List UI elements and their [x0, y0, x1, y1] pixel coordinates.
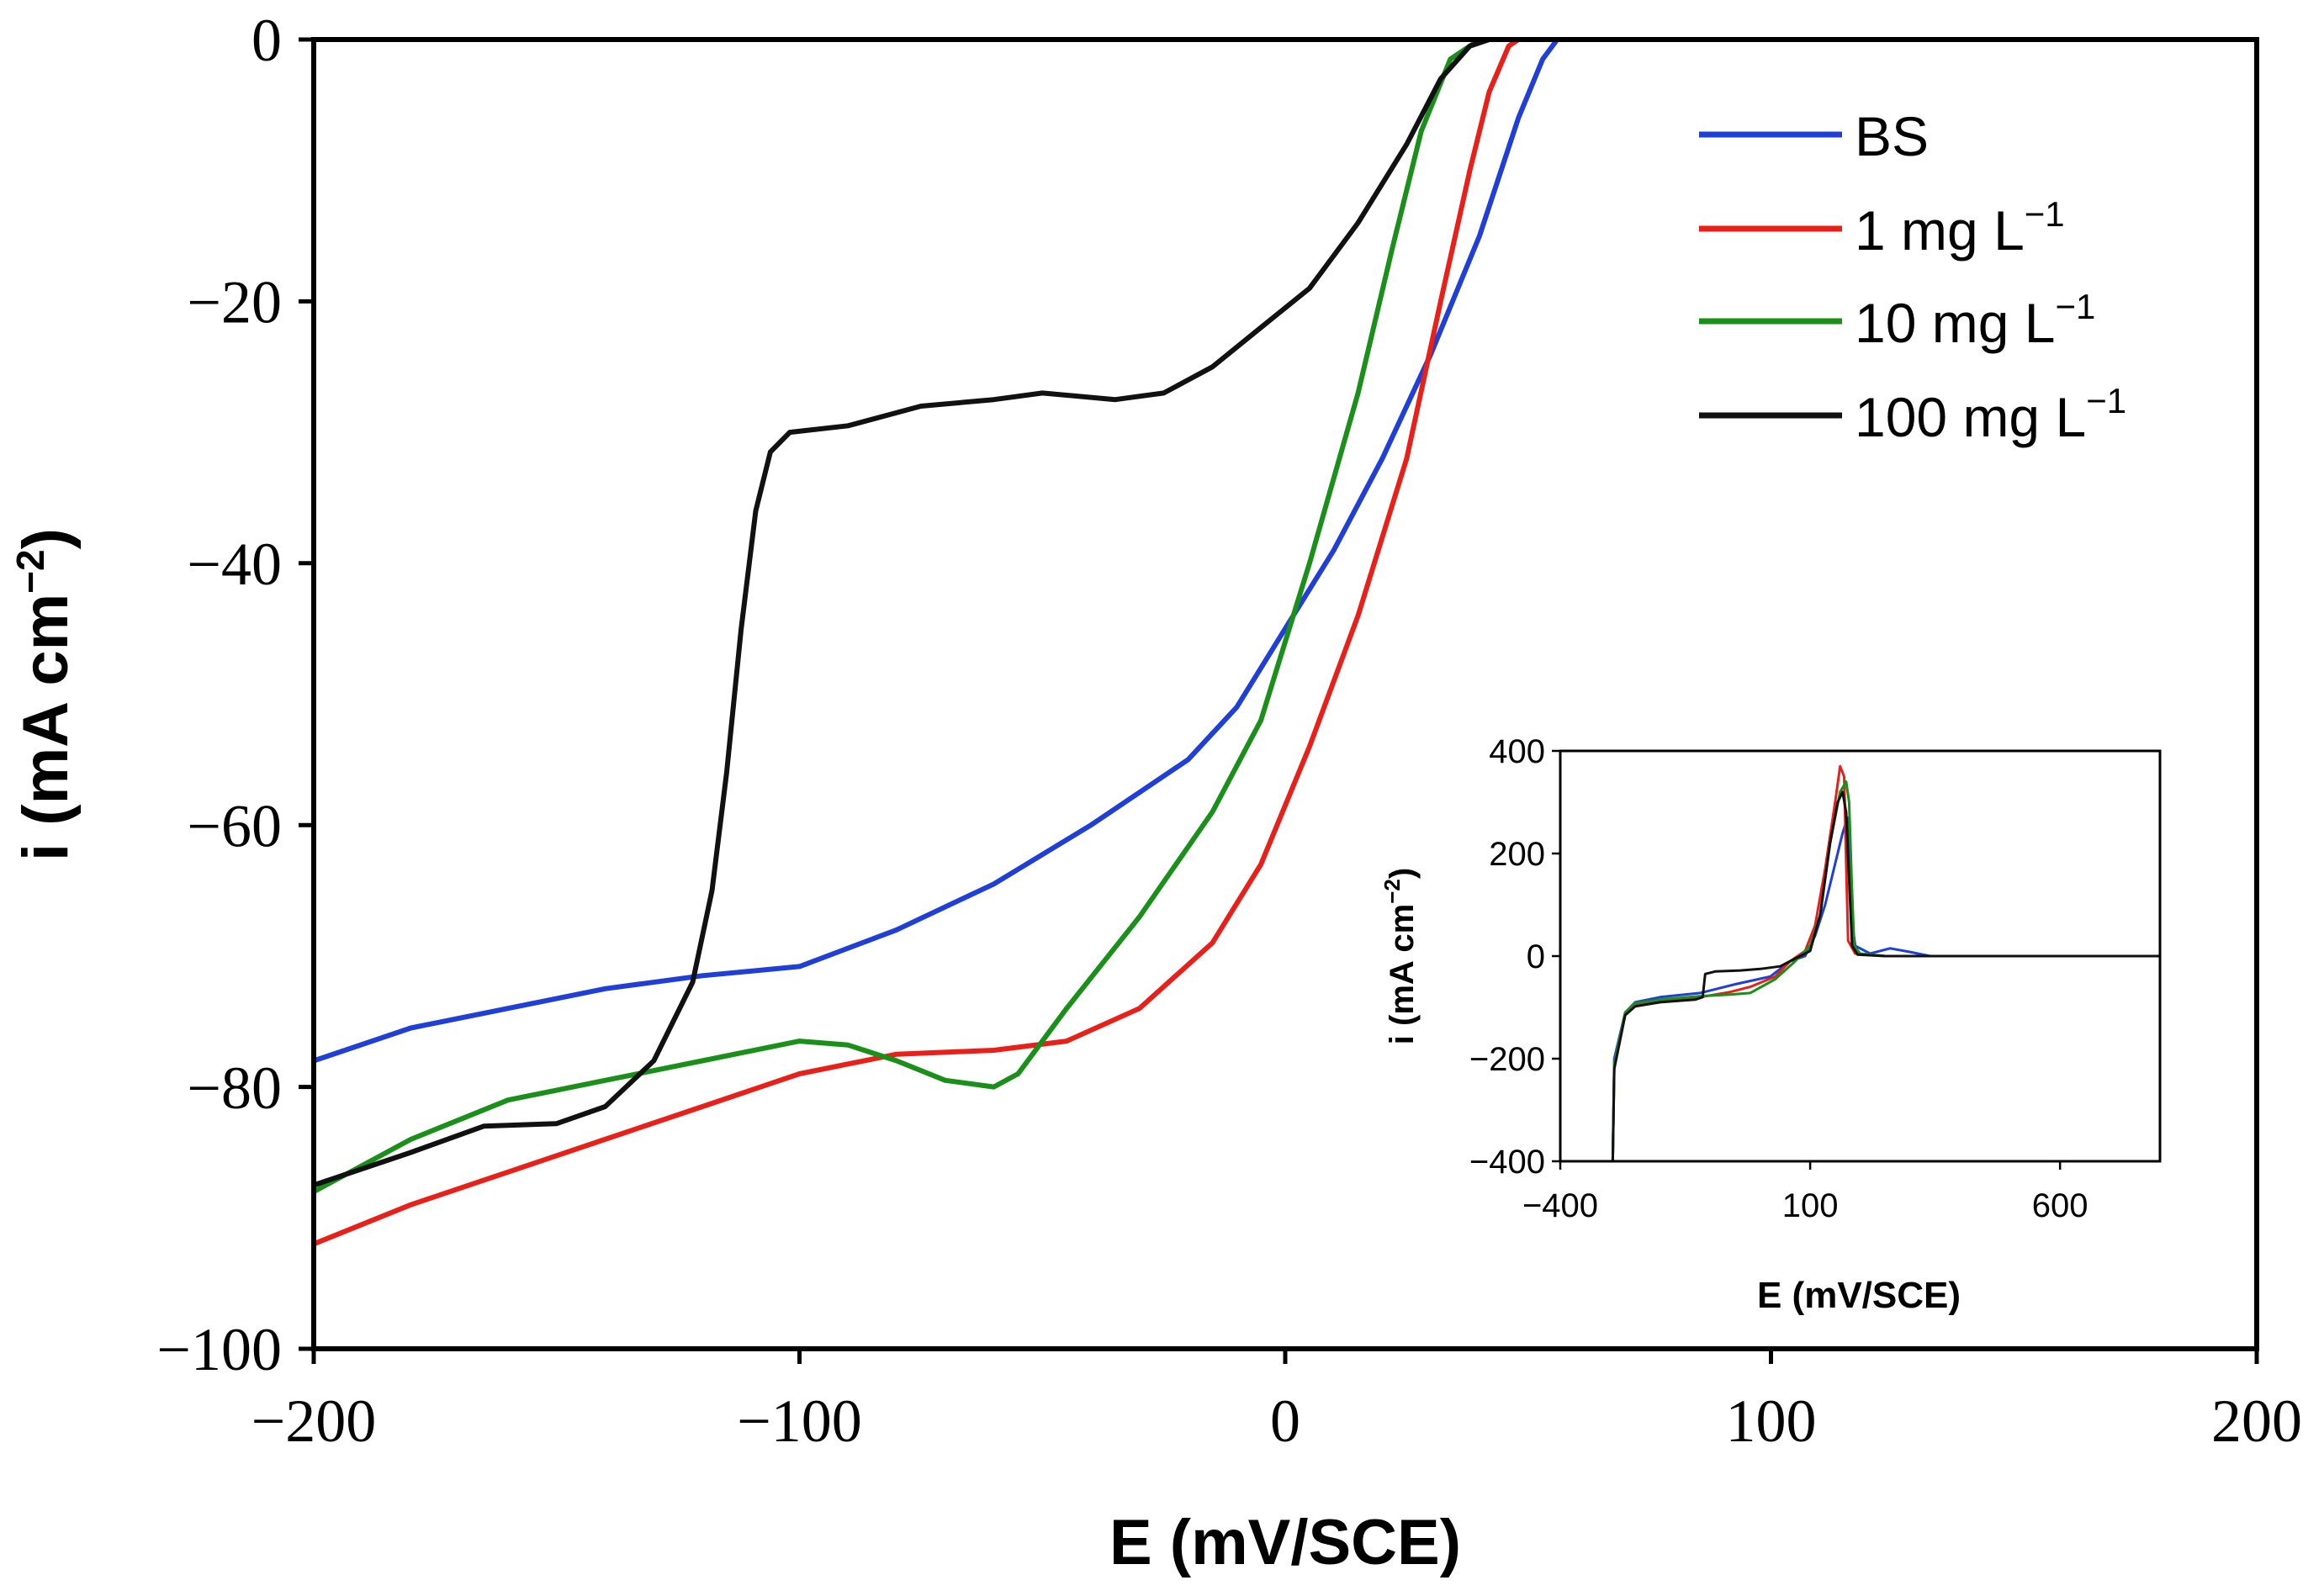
inset-y-axis-label-prefix: i (mA cm — [1384, 904, 1421, 1044]
legend-label-1mg: 1 mg L−1 — [1855, 194, 2065, 262]
main-x-tick-label: 100 — [1726, 1387, 1817, 1455]
main-y-tick-label: −40 — [187, 531, 282, 598]
inset-y-tick-label: −200 — [1469, 1041, 1545, 1078]
main-y-tick-label: 0 — [251, 7, 282, 74]
inset-x-axis-label: E (mV/SCE) — [1757, 1275, 1961, 1316]
main-series-group — [311, 37, 1560, 1247]
legend-label-100mg-sup: −1 — [2086, 381, 2126, 420]
legend-label-100mg: 100 mg L−1 — [1855, 381, 2126, 448]
inset-series-line-10-mg-l — [1611, 780, 2162, 1163]
main-x-tick-label: 0 — [1270, 1387, 1300, 1455]
inset-x-tick-label: 100 — [1782, 1187, 1839, 1224]
inset-y-tick-label: −400 — [1469, 1144, 1545, 1181]
main-y-tick-label: −80 — [187, 1054, 282, 1122]
legend: BS 1 mg L−1 10 mg L−1 100 mg L−1 — [1699, 105, 2126, 448]
main-series-line-100-mg-l — [311, 37, 1492, 1188]
main-x-axis-label: E (mV/SCE) — [1109, 1507, 1461, 1578]
main-y-tick-label: −20 — [187, 269, 282, 336]
inset-y-tick-label: 400 — [1489, 733, 1545, 770]
inset-series-line-bs — [1611, 816, 2162, 1163]
inset-series-group — [1611, 764, 2162, 1163]
legend-label-10mg: 10 mg L−1 — [1855, 287, 2095, 354]
legend-label-1mg-sup: −1 — [2025, 194, 2065, 234]
main-y-axis-label-sup: −2 — [8, 549, 52, 593]
inset-y-axis-label-suffix: ) — [1384, 868, 1421, 879]
main-x-tick-label: 200 — [2211, 1387, 2302, 1455]
main-y-tick-label: −100 — [156, 1316, 282, 1383]
legend-label-10mg-text: 10 mg L — [1855, 292, 2055, 354]
main-series-line-bs — [311, 37, 1560, 1064]
main-x-tick-label: −100 — [737, 1387, 862, 1455]
inset-x-tick-label: −400 — [1522, 1187, 1598, 1224]
legend-label-100mg-text: 100 mg L — [1855, 386, 2086, 448]
legend-label-1mg-text: 1 mg L — [1855, 199, 2025, 262]
inset-y-axis-label-sup: −2 — [1379, 879, 1405, 904]
inset-series-line-100-mg-l — [1611, 790, 2162, 1163]
main-y-axis-label-prefix: i (mA cm — [10, 594, 82, 861]
inset-x-tick-label: 600 — [2032, 1187, 2088, 1224]
main-y-axis-label-suffix: ) — [10, 528, 82, 549]
main-series-line-1-mg-l — [311, 37, 1522, 1247]
legend-label-bs: BS — [1855, 105, 1929, 167]
inset-y-axis-label: i (mA cm−2) — [1379, 868, 1421, 1044]
inset-chart: −400 100 600 400 200 0 −200 −400 E (mV/SCE) i (… — [1379, 733, 2162, 1316]
inset-y-tick-label: 200 — [1489, 836, 1545, 873]
legend-label-10mg-sup: −1 — [2055, 287, 2095, 326]
inset-ticks: −400 100 600 400 200 0 −200 −400 — [1469, 733, 2088, 1224]
main-y-axis-label: i (mA cm−2) — [8, 528, 82, 861]
inset-y-tick-label: 0 — [1527, 938, 1545, 975]
main-x-tick-label: −200 — [251, 1387, 377, 1455]
legend-label-bs-text: BS — [1855, 105, 1929, 167]
main-y-tick-label: −60 — [187, 792, 282, 859]
